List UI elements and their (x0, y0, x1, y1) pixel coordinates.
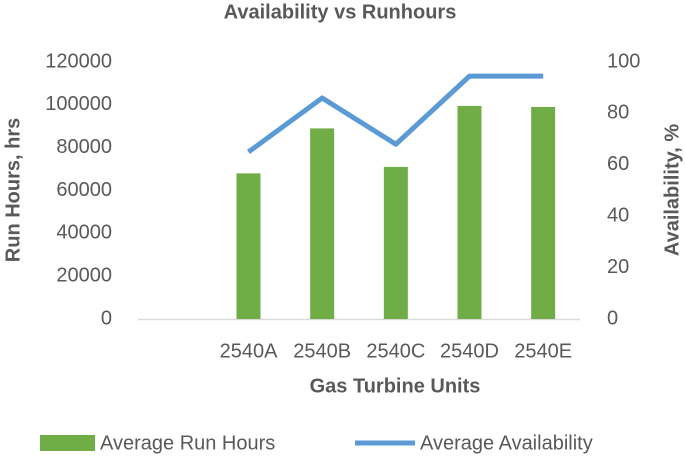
bar (383, 166, 408, 319)
y2-tick-label: 100 (607, 50, 640, 72)
y2-tick-label: 80 (607, 102, 629, 124)
x-tick-label: 2540D (440, 340, 499, 362)
y-tick-label: 100000 (45, 93, 112, 115)
x-tick-label: 2540E (514, 340, 572, 362)
x-tick-label: 2540A (220, 340, 278, 362)
y-tick-label: 20000 (56, 264, 112, 286)
y2-tick-label: 60 (607, 153, 629, 175)
legend-label: Average Availability (420, 432, 593, 454)
chart-title: Availability vs Runhours (224, 1, 457, 23)
y2-tick-label: 0 (607, 307, 618, 329)
legend-label: Average Run Hours (100, 432, 275, 454)
legend-swatch (40, 435, 95, 451)
y-axis-title: Run Hours, hrs (2, 118, 24, 262)
x-tick-label: 2540B (293, 340, 351, 362)
x-axis-title: Gas Turbine Units (310, 375, 481, 397)
y2-tick-label: 40 (607, 204, 629, 226)
y-tick-label: 120000 (45, 50, 112, 72)
bar (531, 106, 556, 319)
bar (236, 173, 261, 319)
y2-axis-title: Availability, % (661, 124, 683, 256)
y2-tick-label: 20 (607, 256, 629, 278)
bar (457, 105, 482, 319)
x-tick-label: 2540C (366, 340, 425, 362)
y-tick-label: 0 (101, 307, 112, 329)
line (247, 73, 544, 154)
bar (310, 128, 335, 319)
y-tick-label: 80000 (56, 136, 112, 158)
y-tick-label: 40000 (56, 222, 112, 244)
y-tick-label: 60000 (56, 179, 112, 201)
